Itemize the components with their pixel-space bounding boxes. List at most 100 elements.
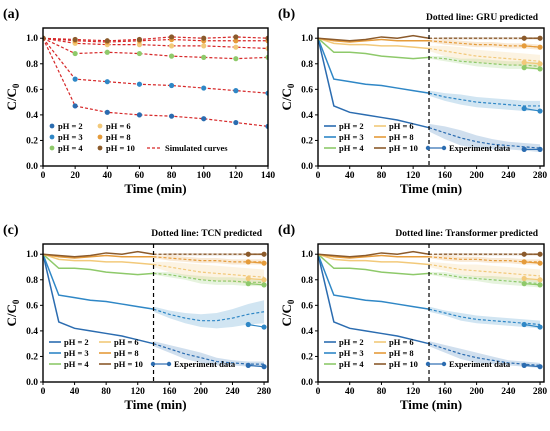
- experiment-line-pH2: [248, 364, 265, 368]
- pred-line-pH8: [153, 256, 265, 263]
- axes-frame: [317, 243, 545, 383]
- experiment-line-pH3: [524, 323, 541, 328]
- y-tick-label: 0.4: [301, 327, 313, 337]
- band-pH3: [429, 306, 541, 329]
- experiment-point-pH8: [245, 259, 251, 265]
- legend-label-pH4: pH = 4: [339, 359, 364, 369]
- x-tick-label: 100: [197, 171, 212, 181]
- simulated-curve-pH2: [43, 37, 268, 127]
- point-pH10: [168, 34, 175, 40]
- x-tick-label: 40: [103, 171, 113, 181]
- x-tick-label: 200: [194, 387, 209, 397]
- point-pH6: [201, 43, 207, 49]
- pred-line-pH3: [428, 92, 541, 107]
- panel-note: Dotted line: GRU predicted: [426, 13, 539, 23]
- y-tick-label: 0.8: [301, 276, 313, 286]
- plot-area: [318, 34, 543, 152]
- experiment-point-pH3: [521, 321, 527, 328]
- x-tick-label: 160: [438, 171, 453, 181]
- point-pH10: [136, 36, 143, 43]
- experiment-point-pH3: [245, 321, 251, 328]
- y-axis-title: C/C0: [279, 299, 296, 326]
- pred-line-pH2: [428, 343, 541, 366]
- experiment-point-pH6: [537, 61, 543, 67]
- pred-line-pH8: [428, 40, 541, 48]
- legend-label-pH6: pH = 6: [106, 121, 131, 131]
- experiment-point-pH2: [521, 362, 527, 368]
- experiment-line-pH3: [524, 107, 541, 112]
- point-pH2: [233, 119, 239, 126]
- legend-label-pH4: pH = 4: [64, 359, 89, 369]
- y-tick-label: 1.0: [301, 250, 313, 260]
- y-axis-title: C/C0: [4, 299, 21, 326]
- legend-label-pH10: pH = 10: [114, 359, 143, 369]
- y-tick-label: 1.0: [301, 34, 313, 44]
- legend-label-pH8: pH = 8: [106, 132, 131, 142]
- x-tick-label: 240: [225, 387, 240, 397]
- x-tick-label: 200: [469, 387, 484, 397]
- axes-frame: [42, 243, 269, 383]
- y-tick-label: 1.0: [26, 34, 38, 44]
- experiment-point-pH4: [537, 282, 543, 288]
- chart-panel-b: 0 40 80 120 160 200 240 280 0.0 0.2 0.4 0.6 0.8 1.0 Ti…: [278, 7, 547, 196]
- experiment-line-pH6: [524, 61, 541, 65]
- experiment-line-pH4: [524, 283, 541, 286]
- point-pH3: [233, 88, 239, 94]
- experiment-point-pH6: [521, 275, 527, 282]
- legend-label-pH2: pH = 2: [339, 337, 364, 347]
- x-axis-title: Time (min): [400, 181, 462, 196]
- legend-marker-experiment: [425, 145, 431, 151]
- experiment-point-pH2: [537, 146, 543, 152]
- legend-label-pH3: pH = 3: [339, 132, 364, 142]
- x-tick-label: 0: [41, 171, 46, 181]
- y-tick-label: 0.8: [26, 276, 38, 286]
- legend: pH = 2pH = 3pH = 4 pH = 6pH = 8pH = 10 Exp…: [49, 337, 236, 369]
- x-tick-label: 40: [345, 387, 355, 397]
- legend-label-simulated: Simulated curves: [165, 143, 228, 153]
- experiment-point-pH8: [521, 259, 527, 265]
- legend-label-experiment: Experiment data: [449, 359, 511, 369]
- legend-label-pH4: pH = 4: [58, 143, 83, 153]
- point-pH2: [168, 113, 175, 119]
- legend-marker-pH2: [49, 123, 55, 129]
- x-tick-label: 280: [533, 387, 548, 397]
- train-line-pH3: [318, 253, 430, 310]
- legend-marker-pH4: [49, 145, 55, 151]
- x-tick-label: 80: [377, 171, 387, 181]
- experiment-point-pH4: [245, 281, 251, 287]
- train-line-pH10: [318, 34, 430, 42]
- legend-label-pH8: pH = 8: [389, 348, 414, 358]
- experiment-line-pH8: [248, 261, 265, 264]
- legend-marker-pH10: [97, 145, 103, 151]
- point-pH3: [201, 85, 207, 91]
- legend-label-pH8: pH = 8: [389, 132, 414, 142]
- point-pH3: [136, 81, 143, 87]
- experiment-point-pH3: [537, 324, 543, 330]
- experiment-line-pH8: [524, 261, 541, 264]
- experiment-point-pH6: [521, 59, 527, 66]
- legend-label-experiment: Experiment data: [449, 143, 511, 153]
- x-tick-label: 20: [70, 171, 80, 181]
- legend-marker-experiment: [441, 145, 447, 151]
- train-line-pH4: [318, 37, 430, 60]
- legend-label-pH10: pH = 10: [106, 143, 135, 153]
- experiment-line-pH8: [524, 45, 541, 48]
- point-pH3: [72, 76, 78, 82]
- y-tick-label: 0.4: [26, 111, 38, 121]
- x-axis-title: Time (min): [124, 181, 186, 196]
- pred-line-pH6: [428, 47, 541, 62]
- pred-line-pH6: [428, 263, 541, 277]
- legend-marker-experiment: [150, 361, 156, 367]
- y-tick-label: 0.2: [301, 136, 313, 146]
- x-tick-label: 0: [316, 171, 321, 181]
- point-pH4: [168, 53, 175, 59]
- x-tick-label: 80: [101, 387, 111, 397]
- y-axis-title: C/C0: [279, 83, 296, 110]
- panel-label: (d): [278, 223, 295, 238]
- point-pH4: [72, 50, 78, 57]
- train-line-pH2: [318, 254, 430, 345]
- train-line-pH8: [43, 253, 154, 259]
- train-line-pH10: [318, 250, 430, 258]
- x-tick-label: 120: [131, 387, 146, 397]
- x-axis-title: Time (min): [124, 397, 186, 412]
